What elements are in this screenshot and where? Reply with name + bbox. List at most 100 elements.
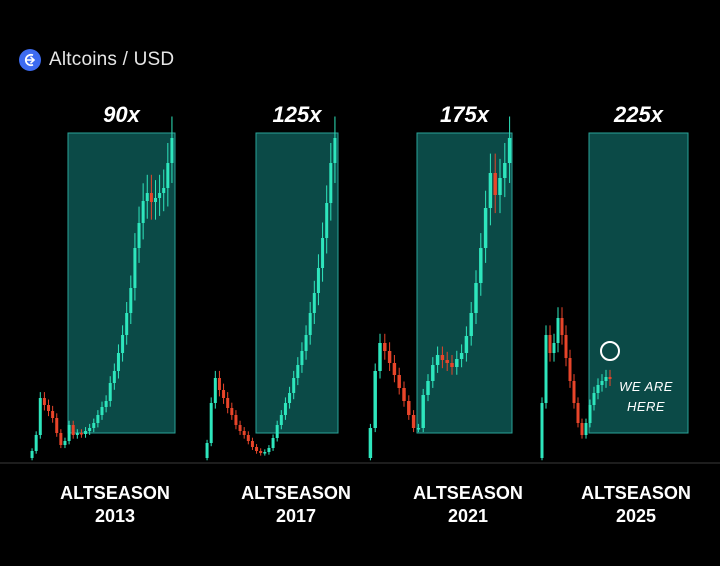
candle-body xyxy=(238,425,242,431)
chart-title: Altcoins / USD xyxy=(49,49,175,70)
candle-body xyxy=(608,377,612,379)
candle-body xyxy=(246,435,250,441)
candle-body xyxy=(378,343,382,371)
candle-body xyxy=(479,248,483,283)
candle-body xyxy=(421,395,425,428)
candle-body xyxy=(153,198,157,202)
candle-body xyxy=(125,313,129,335)
candle-body xyxy=(79,433,83,435)
candle-body xyxy=(275,425,279,438)
candle-body xyxy=(596,385,600,393)
candle-body xyxy=(59,433,63,445)
candle-body xyxy=(145,193,149,201)
altseason-label: ALTSEASON xyxy=(581,483,691,503)
candle-body xyxy=(556,318,560,343)
candle-body xyxy=(38,398,42,435)
candle-body xyxy=(213,378,217,403)
we-are-here-annotation: WE ARE xyxy=(619,379,673,394)
altseason-label: ALTSEASON xyxy=(413,483,523,503)
candle-body xyxy=(71,425,75,435)
candle-body xyxy=(42,398,46,405)
candle-body xyxy=(584,423,588,435)
candle-body xyxy=(435,355,440,365)
candle-body xyxy=(368,428,373,458)
candle-body xyxy=(263,452,267,454)
candle-body xyxy=(51,411,55,418)
candle-body xyxy=(209,403,213,443)
candle-body xyxy=(300,351,304,365)
candle-body xyxy=(503,163,507,178)
candle-body xyxy=(55,418,59,433)
candle-body xyxy=(234,415,238,425)
candle-body xyxy=(576,403,580,423)
candle-body xyxy=(304,335,308,351)
chart-header: Altcoins / USD xyxy=(19,48,174,72)
candle-body xyxy=(321,238,325,268)
altseason-year: 2013 xyxy=(95,506,135,526)
candle-body xyxy=(133,248,137,288)
candle-body xyxy=(67,425,71,441)
candle-body xyxy=(205,443,209,458)
candle-body xyxy=(116,353,120,371)
candle-body xyxy=(474,283,478,313)
candle-body xyxy=(387,351,392,363)
candle-body xyxy=(459,353,464,359)
candle-body xyxy=(588,405,592,423)
candle-body xyxy=(267,448,271,452)
candle-body xyxy=(100,407,104,415)
candle-body xyxy=(242,431,246,435)
candle-body xyxy=(283,403,287,415)
candle-body xyxy=(292,378,296,393)
candle-body xyxy=(112,371,116,383)
candle-body xyxy=(30,451,34,458)
candle-body xyxy=(592,393,596,405)
candle-body xyxy=(325,203,329,238)
candle-body xyxy=(568,358,572,381)
candle-body xyxy=(137,223,141,248)
candle-body xyxy=(104,401,108,407)
candle-body xyxy=(600,381,604,385)
altseason-year: 2025 xyxy=(616,506,656,526)
candle-body xyxy=(469,313,473,336)
candle-body xyxy=(226,398,230,408)
candle-body xyxy=(47,405,51,411)
candle-body xyxy=(483,208,488,248)
candle-body xyxy=(88,428,92,431)
candle-body xyxy=(411,415,416,428)
candle-body xyxy=(308,313,312,335)
candle-body xyxy=(288,393,292,403)
candle-body xyxy=(121,335,125,353)
candle-body xyxy=(544,335,548,403)
candle-body xyxy=(316,268,320,293)
candle-body xyxy=(455,359,459,367)
candle-body xyxy=(217,378,221,390)
candle-body xyxy=(329,163,333,203)
candle-body xyxy=(271,438,275,448)
candle-body xyxy=(407,401,411,415)
candle-body xyxy=(552,343,556,353)
candle-body xyxy=(166,163,170,188)
candle-body xyxy=(129,288,133,313)
candle-body xyxy=(373,371,377,428)
candle-body xyxy=(333,138,337,163)
candle-body xyxy=(431,365,435,381)
candle-body xyxy=(445,360,449,363)
altseason-year: 2021 xyxy=(448,506,488,526)
we-are-here-annotation: HERE xyxy=(627,399,665,414)
altseason-zone-2017 xyxy=(255,132,339,434)
candle-body xyxy=(392,363,397,375)
altcoins-logo-icon xyxy=(19,49,41,71)
candle-body xyxy=(250,441,254,447)
candle-body xyxy=(170,138,174,163)
candle-body xyxy=(96,415,100,423)
candle-body xyxy=(450,363,454,367)
altseason-zone-2021 xyxy=(416,132,513,434)
candle-body xyxy=(498,178,502,195)
candle-body xyxy=(560,318,564,335)
candle-body xyxy=(230,408,234,415)
candle-body xyxy=(493,173,497,195)
multiplier-label: 125x xyxy=(273,102,323,127)
candle-body xyxy=(108,383,112,401)
candle-body xyxy=(255,447,259,451)
